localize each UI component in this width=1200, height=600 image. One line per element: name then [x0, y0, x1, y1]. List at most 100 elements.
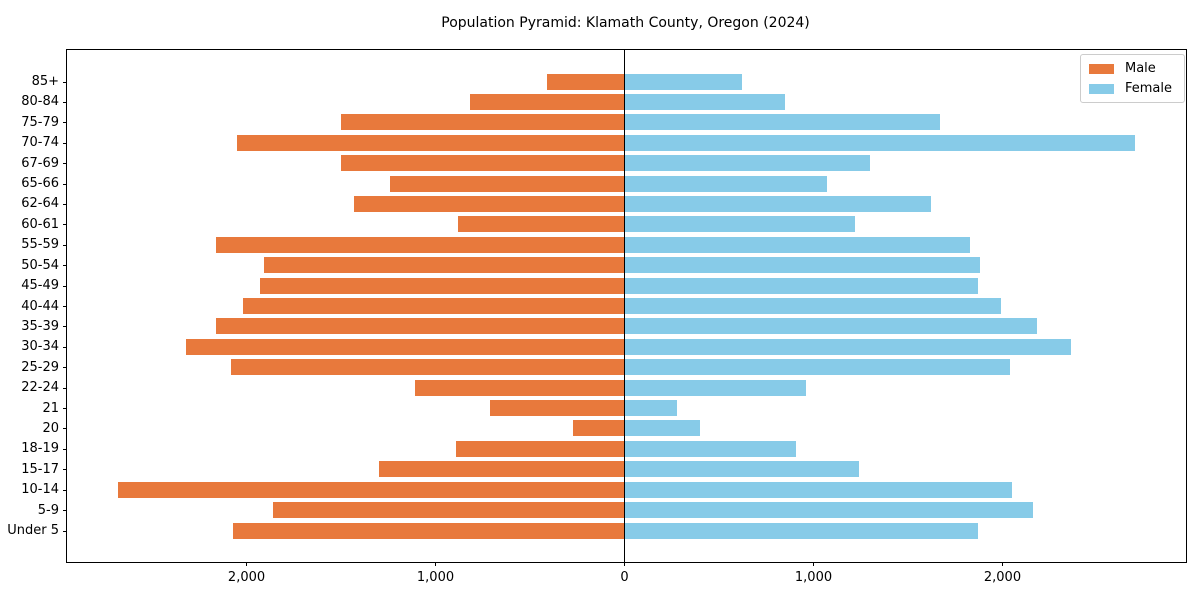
bar-female-65-66 — [624, 175, 827, 192]
bar-female-85- — [624, 73, 742, 90]
y-tick-mark-22-24 — [63, 387, 67, 389]
y-tick-label-25-29: 25-29 — [21, 359, 59, 375]
bar-female-80-84 — [624, 93, 786, 110]
y-tick-mark-20 — [63, 428, 67, 430]
y-tick-label-80-84: 80-84 — [21, 94, 59, 110]
y-tick-label-10-14: 10-14 — [21, 482, 59, 498]
y-tick-label-20: 20 — [42, 420, 59, 436]
x-tick-mark-2-000-4 — [1001, 562, 1003, 566]
x-tick-mark-1-000-3 — [813, 562, 814, 566]
legend-swatch-female-icon — [1088, 83, 1114, 94]
y-tick-mark-67-69 — [63, 163, 67, 165]
bar-male-35-39 — [216, 318, 625, 335]
bar-male-65-66 — [390, 175, 625, 192]
x-tick-label-1-000-3: 1,000 — [794, 570, 833, 585]
y-tick-label-60-61: 60-61 — [21, 216, 59, 232]
chart-title: Population Pyramid: Klamath County, Oreg… — [441, 15, 810, 31]
legend-entry-male: Male — [1088, 61, 1172, 76]
bar-male-75-79 — [341, 114, 625, 131]
y-tick-mark-70-74 — [63, 142, 67, 144]
y-tick-mark-55-59 — [63, 244, 67, 246]
bar-male-67-69 — [341, 155, 625, 172]
bar-male-85- — [547, 73, 625, 90]
y-tick-mark-5-9 — [63, 510, 67, 512]
y-tick-label-21: 21 — [42, 400, 59, 416]
y-tick-label-75-79: 75-79 — [21, 114, 59, 130]
y-tick-label-5-9: 5-9 — [37, 502, 59, 518]
y-tick-label-67-69: 67-69 — [21, 155, 59, 171]
bar-female-10-14 — [624, 481, 1012, 498]
x-tick-label-1-000-1: 1,000 — [416, 570, 455, 585]
bar-female-40-44 — [624, 298, 1001, 314]
bar-male-70-74 — [237, 134, 625, 151]
y-tick-mark-60-61 — [63, 224, 67, 226]
x-tick-label-2-000-4: 2,000 — [983, 570, 1022, 585]
x-tick-mark-0-2 — [624, 562, 626, 566]
bar-male-45-49 — [259, 277, 625, 294]
bar-female-75-79 — [624, 114, 941, 131]
bar-female-under-5 — [624, 522, 978, 539]
bar-female-50-54 — [624, 257, 980, 274]
y-tick-mark-65-66 — [63, 183, 67, 185]
x-tick-mark-2-000-0 — [246, 562, 248, 566]
y-tick-label-15-17: 15-17 — [21, 461, 59, 477]
y-tick-mark-10-14 — [63, 489, 67, 491]
bar-female-22-24 — [624, 379, 806, 396]
legend-label-male: Male — [1124, 61, 1156, 76]
bar-male-30-34 — [186, 338, 625, 355]
bar-male-80-84 — [469, 93, 625, 110]
bar-female-5-9 — [624, 502, 1033, 519]
y-tick-mark-45-49 — [63, 285, 67, 287]
y-tick-mark-75-79 — [63, 122, 67, 124]
bar-female-30-34 — [624, 338, 1071, 355]
bar-female-45-49 — [624, 277, 978, 294]
legend-swatch-male-icon — [1088, 63, 1114, 74]
bar-female-25-29 — [624, 359, 1011, 376]
bar-female-70-74 — [624, 134, 1135, 151]
bar-male-21 — [490, 400, 625, 417]
y-tick-label-65-66: 65-66 — [21, 176, 59, 192]
bar-male-22-24 — [414, 379, 625, 396]
x-tick-label-2-000-0: 2,000 — [227, 570, 266, 585]
bar-male-60-61 — [458, 216, 625, 233]
y-tick-label-under-5: Under 5 — [7, 523, 59, 539]
legend-label-female: Female — [1124, 81, 1172, 96]
y-tick-mark-18-19 — [63, 448, 67, 450]
y-tick-label-50-54: 50-54 — [21, 257, 59, 273]
legend-entry-female: Female — [1088, 81, 1172, 96]
bar-female-20 — [624, 420, 701, 437]
y-tick-label-35-39: 35-39 — [21, 318, 59, 334]
y-tick-label-85-: 85+ — [31, 74, 59, 89]
y-tick-mark-35-39 — [63, 326, 67, 328]
y-tick-mark-62-64 — [63, 203, 67, 205]
bar-female-21 — [624, 400, 678, 417]
bar-male-10-14 — [118, 481, 625, 498]
bar-male-62-64 — [354, 195, 625, 212]
bar-female-55-59 — [624, 236, 971, 253]
y-tick-mark-85- — [63, 81, 67, 83]
y-tick-mark-50-54 — [63, 265, 67, 267]
y-tick-label-40-44: 40-44 — [21, 298, 59, 314]
y-tick-mark-under-5 — [63, 530, 67, 532]
y-tick-label-18-19: 18-19 — [21, 441, 59, 457]
x-tick-mark-1-000-1 — [435, 562, 437, 566]
bar-female-15-17 — [624, 461, 859, 478]
bar-female-35-39 — [624, 318, 1037, 335]
bar-male-under-5 — [233, 522, 625, 539]
y-tick-label-62-64: 62-64 — [21, 196, 59, 212]
y-tick-label-70-74: 70-74 — [21, 135, 59, 151]
y-tick-mark-25-29 — [63, 367, 67, 369]
y-tick-mark-15-17 — [63, 469, 67, 471]
y-tick-label-22-24: 22-24 — [21, 380, 59, 396]
y-tick-mark-21 — [63, 408, 67, 410]
y-tick-label-30-34: 30-34 — [21, 339, 59, 355]
bar-male-20 — [573, 420, 625, 437]
y-tick-label-55-59: 55-59 — [21, 237, 59, 253]
bar-male-5-9 — [272, 502, 625, 519]
y-tick-label-45-49: 45-49 — [21, 278, 59, 294]
center-axis-line — [623, 50, 626, 562]
y-tick-mark-80-84 — [63, 101, 67, 103]
y-tick-mark-40-44 — [63, 306, 67, 307]
y-tick-mark-30-34 — [63, 346, 67, 348]
bar-male-50-54 — [263, 257, 625, 274]
